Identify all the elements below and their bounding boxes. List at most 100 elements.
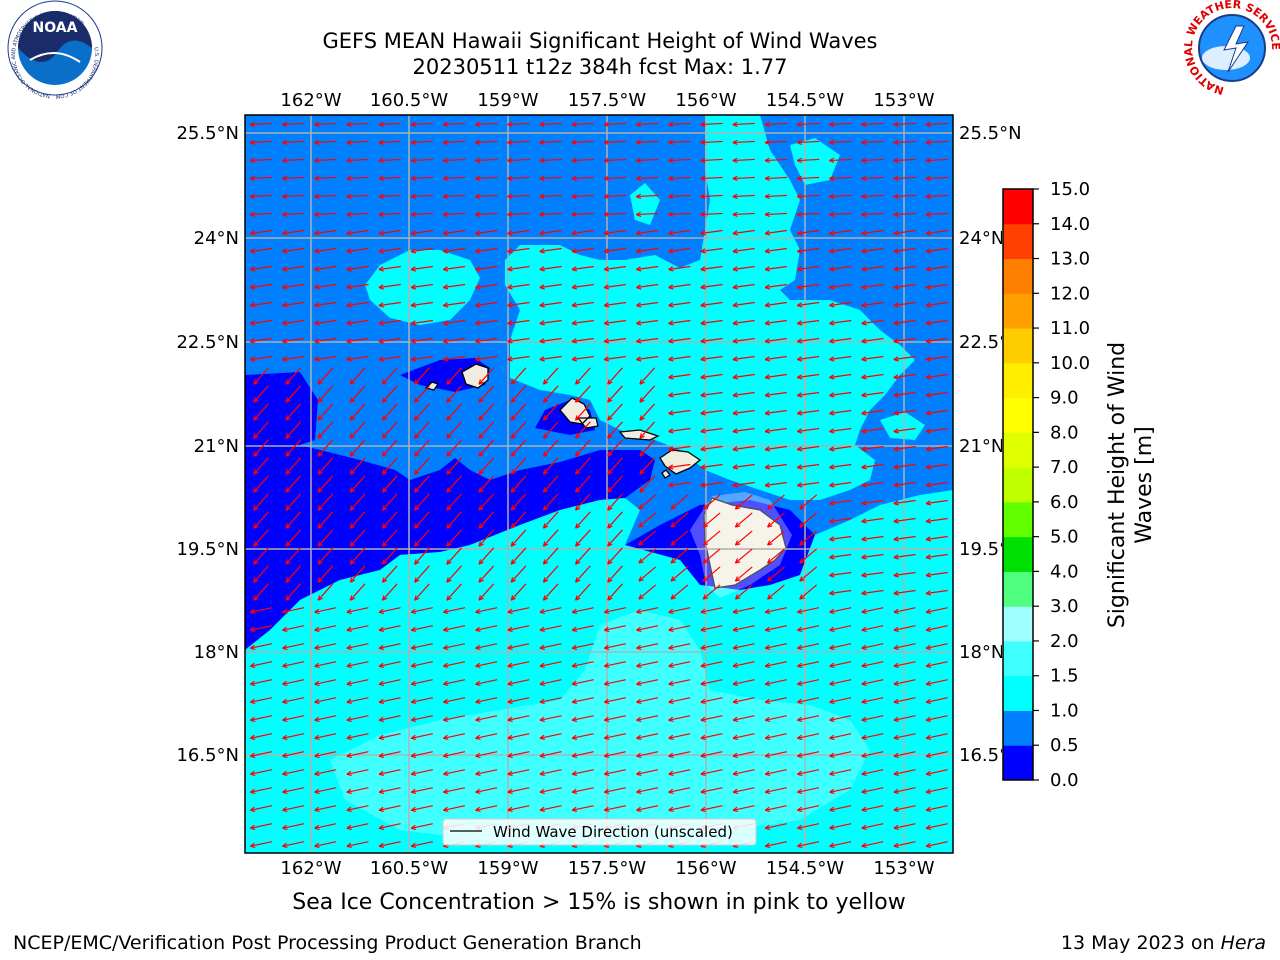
wave-arrow-head xyxy=(829,734,834,739)
wave-arrow xyxy=(378,212,401,216)
wave-arrow xyxy=(282,787,305,793)
wave-arrow-head xyxy=(732,268,738,272)
wave-arrow xyxy=(539,229,562,235)
wave-arrow-head xyxy=(285,525,291,529)
wave-arrow-head xyxy=(574,415,578,421)
wave-arrow xyxy=(285,385,302,403)
wave-arrow xyxy=(382,565,398,583)
wave-arrow xyxy=(314,247,337,253)
wave-arrow xyxy=(314,679,337,685)
wave-arrow-head xyxy=(349,523,353,529)
wave-arrow xyxy=(571,140,594,144)
wave-arrow-head xyxy=(314,824,320,829)
wave-arrow xyxy=(636,301,659,307)
wave-arrow-head xyxy=(700,752,706,757)
wave-arrow-head xyxy=(925,340,931,344)
wave-arrow-head xyxy=(604,647,610,650)
wave-arrow xyxy=(893,212,916,216)
wave-arrow xyxy=(411,661,433,667)
wave-arrow-head xyxy=(829,358,835,362)
wave-arrow xyxy=(382,457,398,475)
wave-arrow-head xyxy=(764,662,770,667)
wave-arrow-head xyxy=(893,572,899,577)
wave-arrow-head xyxy=(767,597,773,600)
wave-arrow xyxy=(285,457,302,475)
wave-arrow xyxy=(702,530,721,546)
wave-arrow xyxy=(926,805,948,811)
wave-arrow-head xyxy=(346,806,352,811)
wave-arrow-head xyxy=(250,340,256,344)
wave-arrow xyxy=(765,301,787,307)
wave-arrow-head xyxy=(732,629,739,632)
wave-arrow-head xyxy=(797,734,802,739)
wave-arrow-head xyxy=(636,338,641,343)
wave-arrow-head xyxy=(604,611,610,614)
wave-arrow-head xyxy=(410,698,416,703)
wave-arrow-head xyxy=(314,230,320,235)
wave-arrow-head xyxy=(732,683,739,686)
wave-arrow xyxy=(829,229,852,235)
wave-arrow-head xyxy=(668,322,674,326)
wave-arrow xyxy=(797,769,820,775)
wave-arrow-head xyxy=(571,338,577,343)
wave-arrow-head xyxy=(250,701,256,704)
wave-arrow xyxy=(829,194,852,198)
wave-arrow xyxy=(636,355,659,361)
wave-arrow xyxy=(604,158,627,162)
wave-arrow xyxy=(668,445,691,451)
wave-arrow-head xyxy=(925,160,931,164)
wave-arrow-head xyxy=(539,716,545,721)
wave-arrow-head xyxy=(799,579,805,582)
wave-arrow-head xyxy=(893,752,899,757)
wave-arrow xyxy=(317,385,334,403)
wave-arrow-head xyxy=(893,500,899,505)
wave-arrow-head xyxy=(893,842,899,847)
wave-arrow-head xyxy=(732,428,738,433)
wave-arrow-head xyxy=(414,507,420,511)
wave-arrow xyxy=(475,247,498,253)
wave-arrow-head xyxy=(638,576,642,582)
wave-arrow-head xyxy=(925,446,931,451)
wave-arrow-head xyxy=(414,417,420,421)
wave-arrow-head xyxy=(507,662,513,667)
wave-arrow-head xyxy=(829,356,834,361)
wave-arrow xyxy=(893,176,916,180)
wave-arrow xyxy=(443,301,466,307)
wave-arrow-head xyxy=(797,737,803,740)
wave-arrow xyxy=(542,403,559,421)
wave-arrow xyxy=(797,625,820,631)
wave-arrow-head xyxy=(575,507,581,511)
wave-arrow xyxy=(702,494,721,510)
wave-arrow-head xyxy=(861,356,867,361)
wave-arrow xyxy=(314,355,337,361)
wave-arrow-head xyxy=(829,809,835,812)
wave-arrow xyxy=(636,607,659,613)
wave-arrow xyxy=(732,176,755,180)
wave-arrow-head xyxy=(410,284,416,289)
wave-arrow-head xyxy=(893,698,899,703)
wave-arrow-head xyxy=(796,121,802,126)
wave-arrow-head xyxy=(829,196,835,200)
wave-arrow-head xyxy=(732,773,739,776)
wave-arrow-head xyxy=(638,525,644,528)
wave-arrow xyxy=(861,409,884,415)
wave-arrow-head xyxy=(250,611,256,614)
wave-arrow xyxy=(510,493,527,511)
wave-arrow-head xyxy=(414,579,420,583)
wave-arrow xyxy=(636,176,659,180)
wave-arrow-head xyxy=(670,522,674,528)
wave-arrow-head xyxy=(249,157,255,162)
wave-arrow xyxy=(346,607,369,613)
wave-arrow xyxy=(314,122,337,126)
wave-arrow-head xyxy=(893,286,899,290)
noaa-logo: NOAA NATIONAL OCEANIC AND ATMOSPHERIC AD… xyxy=(0,0,103,99)
wave-arrow-head xyxy=(861,662,867,667)
wave-arrow-head xyxy=(893,302,899,307)
wave-arrow-head xyxy=(378,809,385,812)
wave-arrow-head xyxy=(861,196,867,200)
wave-arrow-head xyxy=(607,505,610,511)
wave-arrow xyxy=(349,457,366,475)
wave-arrow-head xyxy=(571,320,577,325)
wave-arrow-head xyxy=(829,824,834,829)
wave-arrow-head xyxy=(543,561,549,565)
